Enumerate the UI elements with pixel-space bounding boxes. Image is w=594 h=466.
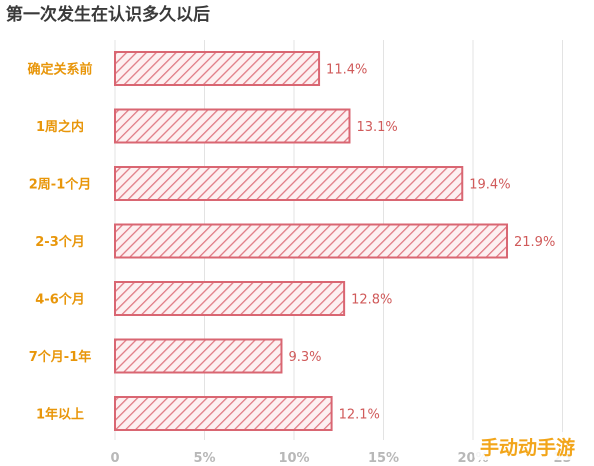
category-label: 4-6个月 xyxy=(35,292,85,308)
watermark: 手动动手游 xyxy=(474,432,586,460)
bars xyxy=(114,51,509,431)
x-tick-label: 10% xyxy=(278,451,309,466)
value-label: 12.1% xyxy=(339,408,380,423)
category-label: 2-3个月 xyxy=(35,234,85,250)
bar xyxy=(114,281,346,316)
value-label: 19.4% xyxy=(469,178,510,193)
bar xyxy=(114,223,509,259)
category-label: 2周-1个月 xyxy=(29,177,92,193)
x-tick-label: 5% xyxy=(193,451,215,466)
value-label: 11.4% xyxy=(326,63,367,78)
bar xyxy=(114,338,283,374)
bar xyxy=(114,166,464,201)
watermark-badge xyxy=(474,432,586,460)
x-tick-label: 0 xyxy=(110,451,119,466)
watermark-text: 手动动手游 xyxy=(480,436,575,459)
value-label: 12.8% xyxy=(351,293,392,308)
category-label: 1周之内 xyxy=(36,119,84,135)
bar xyxy=(114,108,351,144)
chart-title: 第一次发生在认识多久以后 xyxy=(6,4,210,25)
bar xyxy=(114,51,321,86)
labels: 确定关系前 11.4% 1周之内 13.1% 2周-1个月 19.4% 2-3个月 21.9%… xyxy=(27,62,555,423)
category-label: 1年以上 xyxy=(36,407,84,423)
x-tick-label: 15% xyxy=(368,451,399,466)
category-label: 7个月-1年 xyxy=(29,349,92,365)
bar xyxy=(114,396,333,431)
value-label: 13.1% xyxy=(356,120,397,135)
value-label: 21.9% xyxy=(514,235,555,250)
value-label: 9.3% xyxy=(288,350,321,365)
category-label: 确定关系前 xyxy=(27,62,92,78)
